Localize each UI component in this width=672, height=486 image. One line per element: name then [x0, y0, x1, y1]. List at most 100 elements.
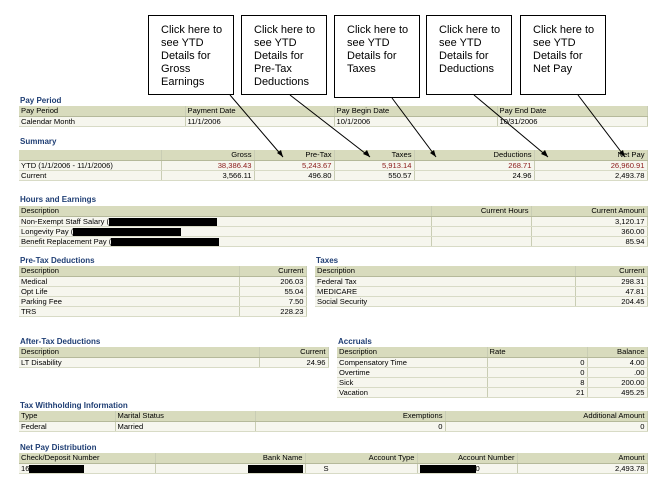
redaction-block	[111, 237, 220, 245]
pay-begin-date-value: 10/1/2006	[334, 116, 498, 127]
table-row: Vacation 21 495.25	[337, 387, 648, 398]
current-label: Current	[19, 170, 162, 181]
pretax-header-link[interactable]: Pre-Tax	[254, 150, 335, 161]
table-row: Medical 206.03	[19, 276, 307, 287]
pretax-deductions-table: Description Current Medical 206.03 Opt Li…	[19, 266, 307, 317]
table-row: Federal Tax 298.31	[315, 276, 648, 287]
table-header-row: Description Current Hours Current Amount	[19, 206, 648, 217]
col-header: Current Hours	[431, 206, 532, 217]
table-row: Opt Life 55.04	[19, 286, 307, 297]
callout-pretax-deductions: Click here to see YTD Details for Pre-Ta…	[241, 15, 327, 95]
table-row: Benefit Replacement Pay ( 85.94	[19, 236, 648, 247]
gross-header-link[interactable]: Gross	[161, 150, 255, 161]
tax-description: MEDICARE	[315, 286, 576, 297]
account-type: S	[323, 463, 329, 473]
col-header: Marital Status	[115, 411, 256, 422]
deduction-amount: 206.03	[239, 276, 307, 287]
earning-description: Longevity Pay (	[21, 226, 74, 236]
deduction-description: Medical	[19, 276, 240, 287]
tax-withholding-table: Type Marital Status Exemptions Additiona…	[19, 411, 648, 432]
ytd-gross-link[interactable]: 38,386.43	[161, 160, 255, 171]
ytd-net-pay-link[interactable]: 26,960.91	[534, 160, 648, 171]
accrual-balance: 4.00	[587, 357, 648, 368]
earning-amount: 85.94	[531, 236, 648, 247]
col-header: Amount	[517, 453, 648, 464]
tax-withholding-title: Tax Withholding Information	[20, 401, 128, 410]
table-header-row: Gross Pre-Tax Taxes Deductions Net Pay	[19, 150, 648, 161]
col-header: Bank Name	[155, 453, 306, 464]
table-row: 16 S 0 2,493.78	[19, 463, 648, 474]
earning-hours	[431, 236, 532, 247]
marital-status: Married	[115, 421, 256, 432]
pretax-deductions-title: Pre-Tax Deductions	[20, 256, 95, 265]
col-header: Balance	[587, 347, 648, 358]
col-header: Description	[315, 266, 576, 277]
taxes-title: Taxes	[316, 256, 339, 265]
deduction-amount: 7.50	[239, 296, 307, 307]
accruals-table: Description Rate Balance Compensatory Ti…	[337, 347, 648, 398]
table-header-row: Description Current	[315, 266, 648, 277]
callout-deductions: Click here to see YTD Details for Deduct…	[426, 15, 512, 95]
current-gross: 3,566.11	[161, 170, 255, 181]
redaction-block	[419, 464, 476, 472]
callout-gross-earnings: Click here to see YTD Details for Gross …	[148, 15, 234, 95]
account-number-suffix: 0	[475, 463, 480, 473]
earning-hours	[431, 216, 532, 227]
tax-amount: 204.45	[575, 296, 648, 307]
additional-amount: 0	[445, 421, 648, 432]
earning-amount: 360.00	[531, 226, 648, 237]
pay-end-date-value: 10/31/2006	[497, 116, 648, 127]
net-pay-distribution-title: Net Pay Distribution	[20, 443, 97, 452]
table-header-row: Type Marital Status Exemptions Additiona…	[19, 411, 648, 422]
col-header: Description	[19, 347, 260, 358]
ytd-taxes-link[interactable]: 5,913.14	[334, 160, 415, 171]
col-header: Current	[259, 347, 329, 358]
col-header: Pay Period	[19, 106, 186, 117]
table-row: Sick 8 200.00	[337, 377, 648, 388]
earning-amount: 3,120.17	[531, 216, 648, 227]
accrual-balance: 200.00	[587, 377, 648, 388]
tax-description: Federal Tax	[315, 276, 576, 287]
payment-date-value: 11/1/2006	[185, 116, 335, 127]
hours-earnings-title: Hours and Earnings	[20, 195, 97, 204]
taxes-header-link[interactable]: Taxes	[334, 150, 415, 161]
deduction-amount: 24.96	[259, 357, 329, 368]
col-header: Current	[239, 266, 307, 277]
pay-period-table: Pay Period Payment Date Pay Begin Date P…	[19, 106, 648, 127]
deductions-header-link[interactable]: Deductions	[414, 150, 535, 161]
table-header-row: Check/Deposit Number Bank Name Account T…	[19, 453, 648, 464]
tax-description: Social Security	[315, 296, 576, 307]
table-header-row: Description Rate Balance	[337, 347, 648, 358]
exemptions: 0	[255, 421, 446, 432]
redaction-block	[109, 217, 218, 225]
ytd-label: YTD (1/1/2006 - 11/1/2006)	[19, 160, 162, 171]
pay-period-title: Pay Period	[20, 96, 62, 105]
check-number-prefix: 16	[21, 463, 30, 473]
callout-net-pay: Click here to see YTD Details for Net Pa…	[520, 15, 606, 95]
deduction-amount: 228.23	[239, 306, 307, 317]
net-pay-header-link[interactable]: Net Pay	[534, 150, 648, 161]
tax-amount: 298.31	[575, 276, 648, 287]
col-header: Pay End Date	[497, 106, 648, 117]
table-row: Calendar Month 11/1/2006 10/1/2006 10/31…	[19, 116, 648, 127]
col-header: Description	[337, 347, 488, 358]
ytd-pretax-link[interactable]: 5,243.67	[254, 160, 335, 171]
accrual-rate: 0	[487, 367, 588, 378]
accrual-rate: 21	[487, 387, 588, 398]
hours-earnings-table: Description Current Hours Current Amount…	[19, 206, 648, 247]
table-row: Compensatory Time 0 4.00	[337, 357, 648, 368]
table-header-row: Description Current	[19, 266, 307, 277]
accrual-description: Compensatory Time	[337, 357, 488, 368]
table-row: Parking Fee 7.50	[19, 296, 307, 307]
redaction-block	[73, 227, 182, 235]
current-net-pay: 2,493.78	[534, 170, 648, 181]
taxes-table: Description Current Federal Tax 298.31 ME…	[315, 266, 648, 307]
earning-hours	[431, 226, 532, 237]
table-row: Overtime 0.00	[337, 367, 648, 378]
accrual-rate: 0	[487, 357, 588, 368]
net-pay-amount: 2,493.78	[517, 463, 648, 474]
table-row: Longevity Pay ( 360.00	[19, 226, 648, 237]
accrual-balance: .00	[587, 367, 648, 378]
redaction-block	[29, 464, 85, 472]
ytd-deductions-link[interactable]: 268.71	[414, 160, 535, 171]
